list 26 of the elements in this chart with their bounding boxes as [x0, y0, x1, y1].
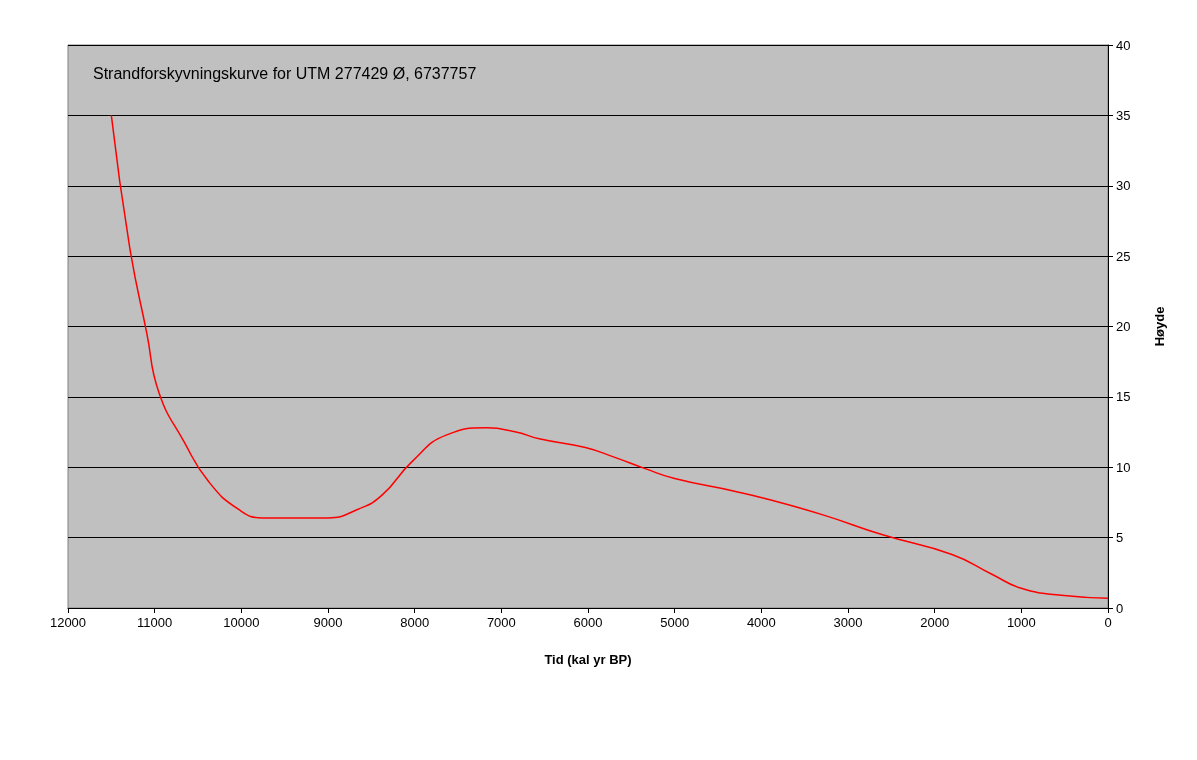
y-tick-label: 10	[1116, 459, 1131, 475]
x-axis-title: Tid (kal yr BP)	[544, 652, 632, 667]
x-tick-label: 6000	[573, 615, 603, 630]
y-tick-label: 30	[1116, 178, 1131, 194]
y-tick-label: 20	[1116, 319, 1131, 334]
y-tick-label: 25	[1116, 248, 1131, 264]
y-tick-label: 40	[1116, 37, 1131, 53]
y-tick-label: 15	[1116, 389, 1131, 405]
text: Strandforskyvningskurve for UTM 277429 Ø, 6737757	[93, 64, 477, 82]
x-tick-label: 3000	[833, 615, 863, 630]
y-tick-label: 35	[1116, 107, 1131, 123]
line-series	[110, 114, 1109, 599]
x-tick-label: 7000	[486, 615, 516, 630]
x-tick-label: 4000	[746, 615, 776, 630]
y-tick-label: 0	[1116, 600, 1124, 616]
x-tick-label: 11000	[137, 615, 173, 630]
x-tick-label: 10000	[223, 615, 260, 630]
x-tick-label: 8000	[400, 615, 430, 630]
x-tick-label: 9000	[313, 615, 343, 630]
x-tick-label: 2000	[920, 615, 950, 630]
x-tick-label: 12000	[49, 615, 87, 630]
y-axis-title: Høyde	[1152, 306, 1167, 347]
y-tick-label: 5	[1116, 530, 1124, 546]
x-tick-label: 0	[1104, 615, 1112, 630]
x-tick-label: 1000	[1006, 615, 1036, 630]
x-tick-label: 5000	[660, 615, 690, 630]
